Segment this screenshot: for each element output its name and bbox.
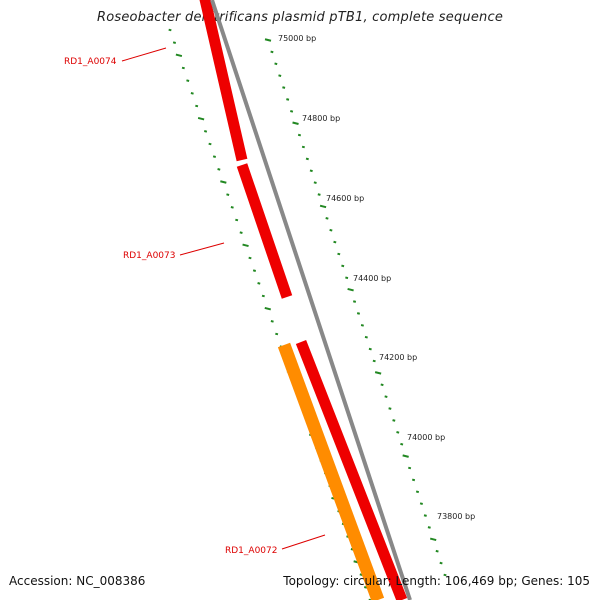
ruler-tick-label: 74400 bp <box>353 274 391 283</box>
gene-labels: RD1_A0074 RD1_A0073 RD1_A0072 <box>64 47 326 556</box>
ruler-tick-mark <box>329 228 333 232</box>
inner-tick-mark <box>197 116 205 121</box>
ruler-tick-mark <box>278 74 282 77</box>
inner-tick-mark <box>175 53 183 58</box>
inner-tick-mark <box>235 218 239 222</box>
gene-track <box>199 0 408 600</box>
ruler-tick-mark <box>400 442 404 446</box>
ruler-tick-label: 73800 bp <box>437 512 475 521</box>
gene-rd1-a0074[interactable] <box>199 0 248 162</box>
ruler-tick-mark <box>341 264 345 268</box>
inner-tick-mark <box>248 256 252 260</box>
ruler-tick-mark <box>345 276 349 280</box>
ruler-tick-mark <box>325 217 329 220</box>
ruler-tick-mark <box>392 419 396 422</box>
inner-tick-mark <box>195 104 199 108</box>
ruler-tick-mark <box>270 50 274 54</box>
inner-tick-mark <box>186 79 190 82</box>
ruler-tick-mark <box>286 98 290 101</box>
inner-tick-mark <box>264 306 272 311</box>
ruler-tick-mark <box>333 240 337 244</box>
ruler-tick-mark <box>435 549 439 553</box>
ruler-tick-mark <box>309 169 313 173</box>
gene-label-leader <box>121 47 167 62</box>
inner-tick-mark <box>270 320 274 323</box>
ruler-tick-mark <box>429 537 437 542</box>
ruler-tick-mark <box>396 431 400 434</box>
gene-label[interactable]: RD1_A0072 <box>225 546 277 556</box>
inner-tick-mark <box>230 206 234 209</box>
inner-tick-mark <box>275 332 279 336</box>
ruler-tick-mark <box>380 383 384 387</box>
inner-tick-mark <box>208 142 212 146</box>
inner-tick-mark <box>220 180 227 184</box>
ruler-tick-mark <box>305 157 309 161</box>
ruler-tick-mark <box>388 407 392 410</box>
ruler-tick-label: 74200 bp <box>379 353 417 362</box>
ruler-tick-mark <box>337 252 341 256</box>
inner-tick-mark <box>181 66 185 70</box>
topology-summary: Topology: circular; Length: 106,469 bp; … <box>283 574 590 588</box>
ruler-tick-mark <box>319 204 327 209</box>
gene-rd1-a0072[interactable] <box>277 342 385 600</box>
inner-tick-mark <box>172 41 177 44</box>
inner-tick-mark <box>203 130 208 133</box>
map-title: Roseobacter denitrificans plasmid pTB1, … <box>96 10 504 25</box>
ruler-tick-mark <box>264 38 272 42</box>
ruler-tick-mark <box>415 490 420 494</box>
gene-rd1-a0073[interactable] <box>236 163 293 299</box>
ruler-tick-mark <box>313 181 317 184</box>
inner-tick-mark <box>242 243 249 248</box>
inner-tick-mark <box>226 193 230 196</box>
ruler-tick-mark <box>301 145 305 149</box>
ruler-tick-mark <box>360 324 364 327</box>
ruler-tick-mark <box>297 133 302 137</box>
ruler-tick-mark <box>292 121 299 125</box>
ruler-tick-mark <box>419 502 423 505</box>
backbone-line <box>210 0 412 600</box>
accession-text: Accession: NC_008386 <box>9 574 146 588</box>
ruler-tick-mark <box>423 514 427 517</box>
ruler-tick-mark <box>356 312 361 315</box>
ruler-labels: 75000 bp 74800 bp 74600 bp 74400 bp 74200 bp… <box>278 34 475 521</box>
ruler-tick-mark <box>443 573 447 577</box>
inner-tick-mark <box>257 282 261 285</box>
ruler-tick-label: 74800 bp <box>302 114 340 123</box>
inner-tick-mark <box>168 28 172 32</box>
ruler-tick-label: 74000 bp <box>407 433 445 442</box>
ruler-tick-mark <box>274 62 278 66</box>
inner-tick-mark <box>363 586 368 589</box>
ruler-tick-mark <box>290 110 294 113</box>
ruler-tick-label: 74600 bp <box>326 194 364 203</box>
ruler-tick-mark <box>352 300 357 303</box>
ruler-tick-mark <box>374 371 382 375</box>
inner-tick-mark <box>261 294 265 298</box>
ruler-tick-mark <box>372 359 376 363</box>
inner-tick-mark <box>212 155 217 158</box>
ruler-tick-mark <box>439 561 443 565</box>
ruler-tick-mark <box>408 466 412 470</box>
gene-label-leader <box>281 534 326 550</box>
inner-tick-mark <box>190 92 194 95</box>
ruler-tick-mark <box>411 478 416 482</box>
gene-label[interactable]: RD1_A0074 <box>64 57 117 67</box>
ruler-tick-mark <box>347 287 354 292</box>
ruler-tick-mark <box>427 526 431 529</box>
ruler-tick-mark <box>402 454 409 458</box>
gene-label[interactable]: RD1_A0073 <box>123 251 175 261</box>
gene-red-strand[interactable] <box>295 339 408 600</box>
ruler-tick-mark <box>368 347 372 351</box>
ruler-tick-mark <box>317 193 321 196</box>
backbone-track <box>210 0 412 600</box>
ruler-tick-mark <box>384 395 388 398</box>
inner-tick-mark <box>217 168 221 171</box>
ruler-tick-mark <box>282 86 286 89</box>
ruler-tick-mark <box>364 335 368 339</box>
inner-tick-mark <box>252 269 257 272</box>
gene-label-leader <box>179 242 225 256</box>
inner-tick-mark <box>239 231 243 234</box>
outer-tick-track <box>264 38 447 577</box>
ruler-tick-label: 75000 bp <box>278 34 316 43</box>
